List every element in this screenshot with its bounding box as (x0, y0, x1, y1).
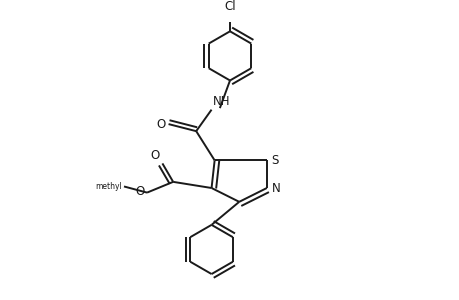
Text: S: S (271, 154, 278, 167)
Text: O: O (150, 149, 159, 162)
Text: methyl: methyl (95, 182, 121, 191)
Text: O: O (135, 184, 144, 198)
Text: O: O (156, 118, 165, 130)
Text: N: N (271, 182, 280, 194)
Text: Cl: Cl (224, 0, 235, 13)
Text: NH: NH (213, 95, 230, 108)
